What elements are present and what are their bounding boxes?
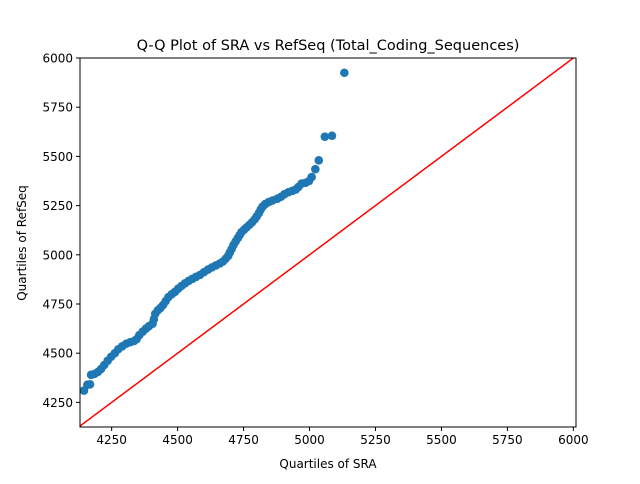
x-tick-label: 5000: [294, 433, 325, 447]
y-tick-label: 4500: [42, 347, 73, 361]
y-tick-label: 6000: [42, 52, 73, 66]
data-point: [85, 379, 95, 389]
y-tick-label: 5000: [42, 248, 73, 262]
data-point: [327, 131, 337, 141]
x-tick-label: 4500: [162, 433, 193, 447]
data-point: [314, 156, 324, 165]
axes-frame: [79, 57, 577, 428]
reference-line: [80, 58, 575, 427]
y-tick-label: 4750: [42, 298, 73, 312]
y-tick-label: 5250: [42, 199, 73, 213]
data-point: [320, 132, 330, 142]
x-axis-label: Quartiles of SRA: [279, 457, 377, 471]
plot-area: 4250 4500 4750 5000 5250 5500 5750 6000 4250 4500…: [42, 52, 588, 448]
chart-title: Q-Q Plot of SRA vs RefSeq (Total_Coding_…: [137, 38, 520, 54]
x-tick-label: 5500: [426, 433, 457, 447]
data-point: [340, 68, 349, 78]
data-point: [307, 172, 316, 182]
y-tick-label: 5750: [42, 101, 73, 115]
data-point: [311, 164, 320, 174]
x-tick-label: 4250: [96, 433, 127, 447]
y-tick-label: 5500: [42, 150, 73, 164]
x-tick-label: 6000: [558, 433, 589, 447]
x-tick-label: 5250: [360, 433, 391, 447]
x-tick-label: 5750: [492, 433, 523, 447]
y-tick-label: 4250: [42, 396, 73, 410]
y-axis-label: Quartiles of RefSeq: [15, 185, 29, 301]
x-tick-label: 4750: [228, 433, 259, 447]
